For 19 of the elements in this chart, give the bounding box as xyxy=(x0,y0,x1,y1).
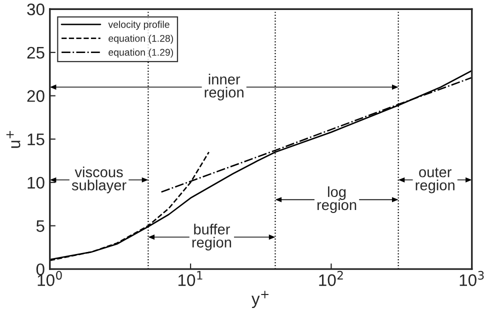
legend-label: equation (1.29) xyxy=(108,48,174,58)
annotation: buffer region xyxy=(192,224,232,250)
legend-label: velocity profile xyxy=(108,20,170,30)
x-axis-title: y$^{+}$ xyxy=(252,290,268,308)
y-tick-label: 25 xyxy=(27,46,44,59)
annotation: log region xyxy=(317,186,356,214)
y-tick-label: 30 xyxy=(27,4,44,16)
y-tick-label: 20 xyxy=(27,90,44,102)
x-tick-label: 10$^{3}$ xyxy=(460,270,484,286)
annotation: viscous sublayer xyxy=(72,166,126,194)
x-tick-label: 10$^{2}$ xyxy=(319,270,343,286)
y-axis-title: u$^{+}$ xyxy=(6,130,20,148)
y-tick-label: 5 xyxy=(36,220,44,232)
x-tick-label: 10$^{1}$ xyxy=(178,271,202,286)
y-tick-label: 10 xyxy=(28,176,44,189)
annotation: outer region xyxy=(416,168,454,194)
annotation: inner region xyxy=(204,74,244,100)
legend-label: equation (1.28) xyxy=(108,34,174,44)
y-tick-label: 15 xyxy=(28,134,44,146)
